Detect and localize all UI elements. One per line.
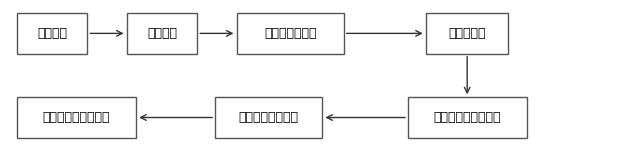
Text: 系统复位: 系统复位: [147, 27, 177, 40]
FancyBboxPatch shape: [237, 13, 343, 54]
FancyBboxPatch shape: [127, 13, 197, 54]
FancyBboxPatch shape: [17, 97, 136, 138]
FancyBboxPatch shape: [216, 97, 322, 138]
Text: 停车吹扫: 停车吹扫: [37, 27, 67, 40]
Text: 主燃烧器瓦斯点火: 主燃烧器瓦斯点火: [239, 111, 299, 124]
Text: 主燃烧器酸性气点火: 主燃烧器酸性气点火: [43, 111, 110, 124]
Text: 点火前吹扫: 点火前吹扫: [449, 27, 486, 40]
FancyBboxPatch shape: [426, 13, 508, 54]
FancyBboxPatch shape: [17, 13, 87, 54]
Text: 辅助燃烧器瓦斯点火: 辅助燃烧器瓦斯点火: [434, 111, 501, 124]
FancyBboxPatch shape: [407, 97, 526, 138]
Text: 选择热启动方式: 选择热启动方式: [264, 27, 316, 40]
